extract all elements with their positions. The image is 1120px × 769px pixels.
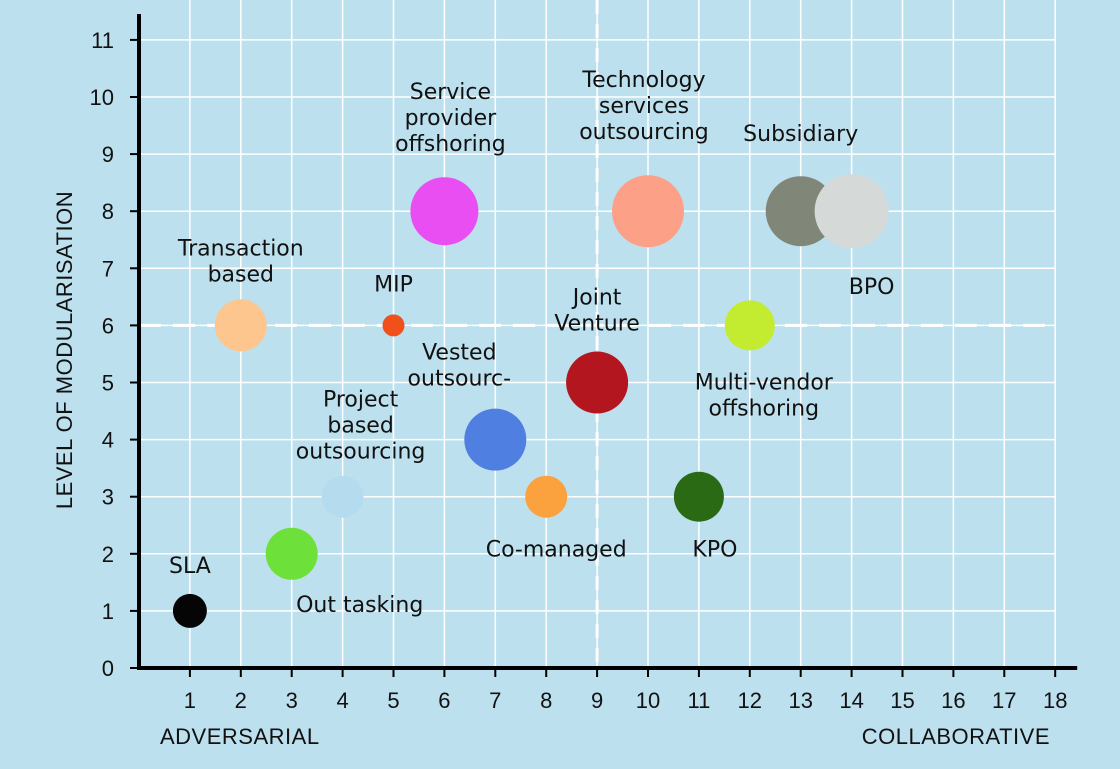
bubble-label-vested-outsourc: Vested outsourc- bbox=[408, 341, 512, 392]
bubble-vested-outsourc bbox=[464, 408, 527, 471]
bubble-subsidiary bbox=[765, 176, 836, 247]
bubbles bbox=[172, 174, 889, 628]
x-tick-label: 18 bbox=[1043, 688, 1067, 713]
y-tick-label: 1 bbox=[102, 599, 114, 624]
bubble-label-technology-services-outsourcing: Technology services outsourcing bbox=[579, 68, 709, 145]
bubble-label-transaction-based: Transaction based bbox=[177, 236, 304, 287]
x-tick-label: 1 bbox=[184, 688, 196, 713]
bubble-transaction-based bbox=[214, 299, 267, 352]
axes bbox=[137, 14, 1078, 670]
bubble-joint-venture bbox=[566, 351, 629, 414]
bubble-labels: SLA Out tasking Project based outsourcing Tra… bbox=[169, 68, 894, 618]
bubble-mip bbox=[382, 314, 405, 337]
bubble-label-multi-vendor-offshoring: Multi-vendor offshoring bbox=[695, 370, 834, 421]
bubble-label-bpo: BPO bbox=[849, 275, 895, 300]
bubble-label-project-based-outsourcing: Project based outsourcing bbox=[296, 388, 426, 465]
x-tick-label: 17 bbox=[992, 688, 1016, 713]
bubble-label-out-tasking: Out tasking bbox=[296, 593, 423, 618]
y-tick-label: 8 bbox=[102, 199, 114, 224]
x-tick-label: 16 bbox=[941, 688, 965, 713]
bubble-bpo bbox=[814, 174, 889, 249]
x-tick-label: 9 bbox=[591, 688, 603, 713]
y-tick-label: 10 bbox=[90, 85, 114, 110]
bubble-label-mip: MIP bbox=[374, 272, 413, 297]
x-tick-label: 8 bbox=[540, 688, 552, 713]
x-tick-label: 7 bbox=[489, 688, 501, 713]
x-tick-label: 2 bbox=[235, 688, 247, 713]
bubble-technology-services-outsourcing bbox=[612, 175, 684, 248]
y-tick-label: 9 bbox=[102, 142, 114, 167]
reference-lines bbox=[139, 0, 1056, 668]
y-tick-label: 6 bbox=[102, 313, 114, 338]
x-axis-right-label: COLLABORATIVE bbox=[862, 724, 1050, 749]
x-tick-label: 12 bbox=[738, 688, 762, 713]
y-axis-title: LEVEL OF MODULARISATION bbox=[52, 191, 77, 509]
x-tick-label: 13 bbox=[788, 688, 812, 713]
y-tick-label: 4 bbox=[102, 428, 114, 453]
y-tick-label: 2 bbox=[102, 542, 114, 567]
bubble-label-subsidiary: Subsidiary bbox=[743, 122, 858, 147]
bubble-label-service-provider-offshoring: Service provider offshoring bbox=[395, 80, 506, 157]
y-tick-label: 0 bbox=[102, 656, 114, 681]
bubble-label-joint-venture: Joint Venture bbox=[554, 286, 640, 337]
y-tick-label: 5 bbox=[102, 371, 114, 396]
x-tick-label: 3 bbox=[286, 688, 298, 713]
bubble-service-provider-offshoring bbox=[410, 177, 479, 246]
bubble-label-kpo: KPO bbox=[692, 538, 737, 563]
bubble-kpo bbox=[673, 471, 724, 522]
bubble-label-co-managed: Co-managed bbox=[486, 538, 627, 563]
x-tick-label: 14 bbox=[839, 688, 863, 713]
x-tick-label: 6 bbox=[438, 688, 450, 713]
bubble-multi-vendor-offshoring bbox=[724, 300, 775, 351]
y-tick-label: 3 bbox=[102, 485, 114, 510]
x-tick-label: 11 bbox=[687, 688, 710, 713]
x-tick-label: 4 bbox=[336, 688, 348, 713]
bubble-label-sla: SLA bbox=[169, 554, 211, 579]
bubble-out-tasking bbox=[265, 527, 318, 580]
bubble-project-based-outsourcing bbox=[321, 475, 364, 518]
x-tick-label: 15 bbox=[890, 688, 914, 713]
y-tick-label: 7 bbox=[102, 256, 114, 281]
x-tick-label: 5 bbox=[387, 688, 399, 713]
bubble-co-managed bbox=[525, 475, 568, 518]
y-tick-label: 11 bbox=[91, 28, 114, 53]
bubble-sla bbox=[172, 593, 207, 628]
x-tick-label: 10 bbox=[636, 688, 660, 713]
x-axis-left-label: ADVERSARIAL bbox=[160, 724, 320, 749]
